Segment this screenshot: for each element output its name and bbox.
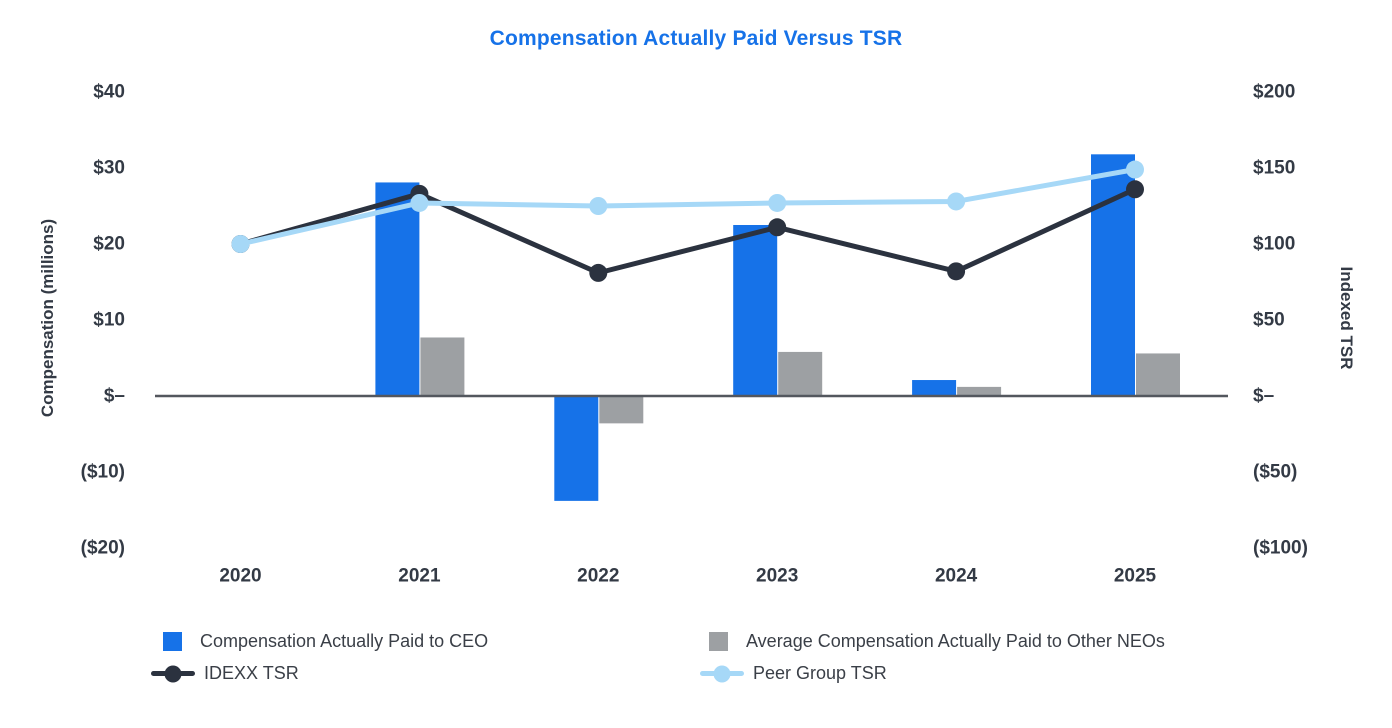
bar-2025-series1 <box>1136 353 1180 396</box>
bar-2023-series1 <box>778 351 823 396</box>
x-axis-tick-label: 2025 <box>1114 566 1157 587</box>
legend-label: Peer Group TSR <box>753 663 887 683</box>
tsr-point-2023 <box>768 218 787 237</box>
x-axis-tick-label: 2020 <box>219 566 261 587</box>
x-axis-tick-label: 2021 <box>398 566 441 587</box>
tsr-point-2025 <box>1126 180 1144 199</box>
bar-2022-series1 <box>599 396 644 424</box>
tsr-point-2024 <box>947 192 966 211</box>
bar-2021-series0 <box>375 182 420 396</box>
right-axis-tick-label: $100 <box>1253 234 1295 255</box>
bar-2022-series0 <box>554 396 599 501</box>
legend-item-ceo-compensation: Compensation Actually Paid to CEO <box>163 631 488 652</box>
legend-label: Average Compensation Actually Paid to Ot… <box>746 631 1165 651</box>
ceo-bar-swatch-icon <box>163 632 182 651</box>
tsr-point-2021 <box>410 193 429 212</box>
tsr-point-2023 <box>768 193 787 212</box>
idexx-line-swatch-icon <box>151 671 195 676</box>
left-axis-tick-label: $20 <box>93 234 125 255</box>
right-axis-tick-label: ($100) <box>1253 538 1308 559</box>
right-axis-tick-label: $200 <box>1253 82 1295 103</box>
legend-label: IDEXX TSR <box>204 663 299 683</box>
left-axis-tick-label: $10 <box>93 310 125 331</box>
peer-line-swatch-icon <box>700 671 744 676</box>
tsr-point-2025 <box>1126 160 1144 179</box>
legend-item-peer-group-tsr: Peer Group TSR <box>700 663 887 684</box>
legend-label: Compensation Actually Paid to CEO <box>200 631 489 651</box>
neo-bar-swatch-icon <box>709 632 728 651</box>
tsr-point-2020 <box>231 235 250 253</box>
left-axis-tick-label: $– <box>104 386 125 407</box>
right-axis-tick-label: $150 <box>1253 158 1295 179</box>
right-axis-tick-label: $– <box>1253 386 1274 407</box>
bar-2024-series0 <box>912 380 957 396</box>
tsr-point-2022 <box>589 197 608 215</box>
x-axis-tick-label: 2023 <box>756 566 798 587</box>
bar-2024-series1 <box>957 386 1002 396</box>
right-axis-tick-label: ($50) <box>1253 462 1297 483</box>
x-axis-tick-label: 2024 <box>935 566 978 587</box>
tsr-line <box>238 186 1138 276</box>
legend-item-idexx-tsr: IDEXX TSR <box>151 663 299 684</box>
bar-2021-series1 <box>420 337 465 396</box>
chart-title: Compensation Actually Paid Versus TSR <box>489 27 903 50</box>
tsr-point-2024 <box>947 262 966 281</box>
bar-2023-series0 <box>733 225 778 396</box>
x-axis-tick-label: 2022 <box>577 566 619 587</box>
right-axis-tick-label: $50 <box>1253 310 1285 331</box>
tsr-line <box>238 167 1138 247</box>
legend-item-neo-compensation: Average Compensation Actually Paid to Ot… <box>709 631 1165 652</box>
tsr-point-2022 <box>589 263 608 282</box>
left-axis-tick-label: ($20) <box>81 538 125 559</box>
left-axis-tick-label: ($10) <box>81 462 125 483</box>
left-axis-tick-label: $40 <box>93 82 125 103</box>
left-axis-tick-label: $30 <box>93 158 125 179</box>
